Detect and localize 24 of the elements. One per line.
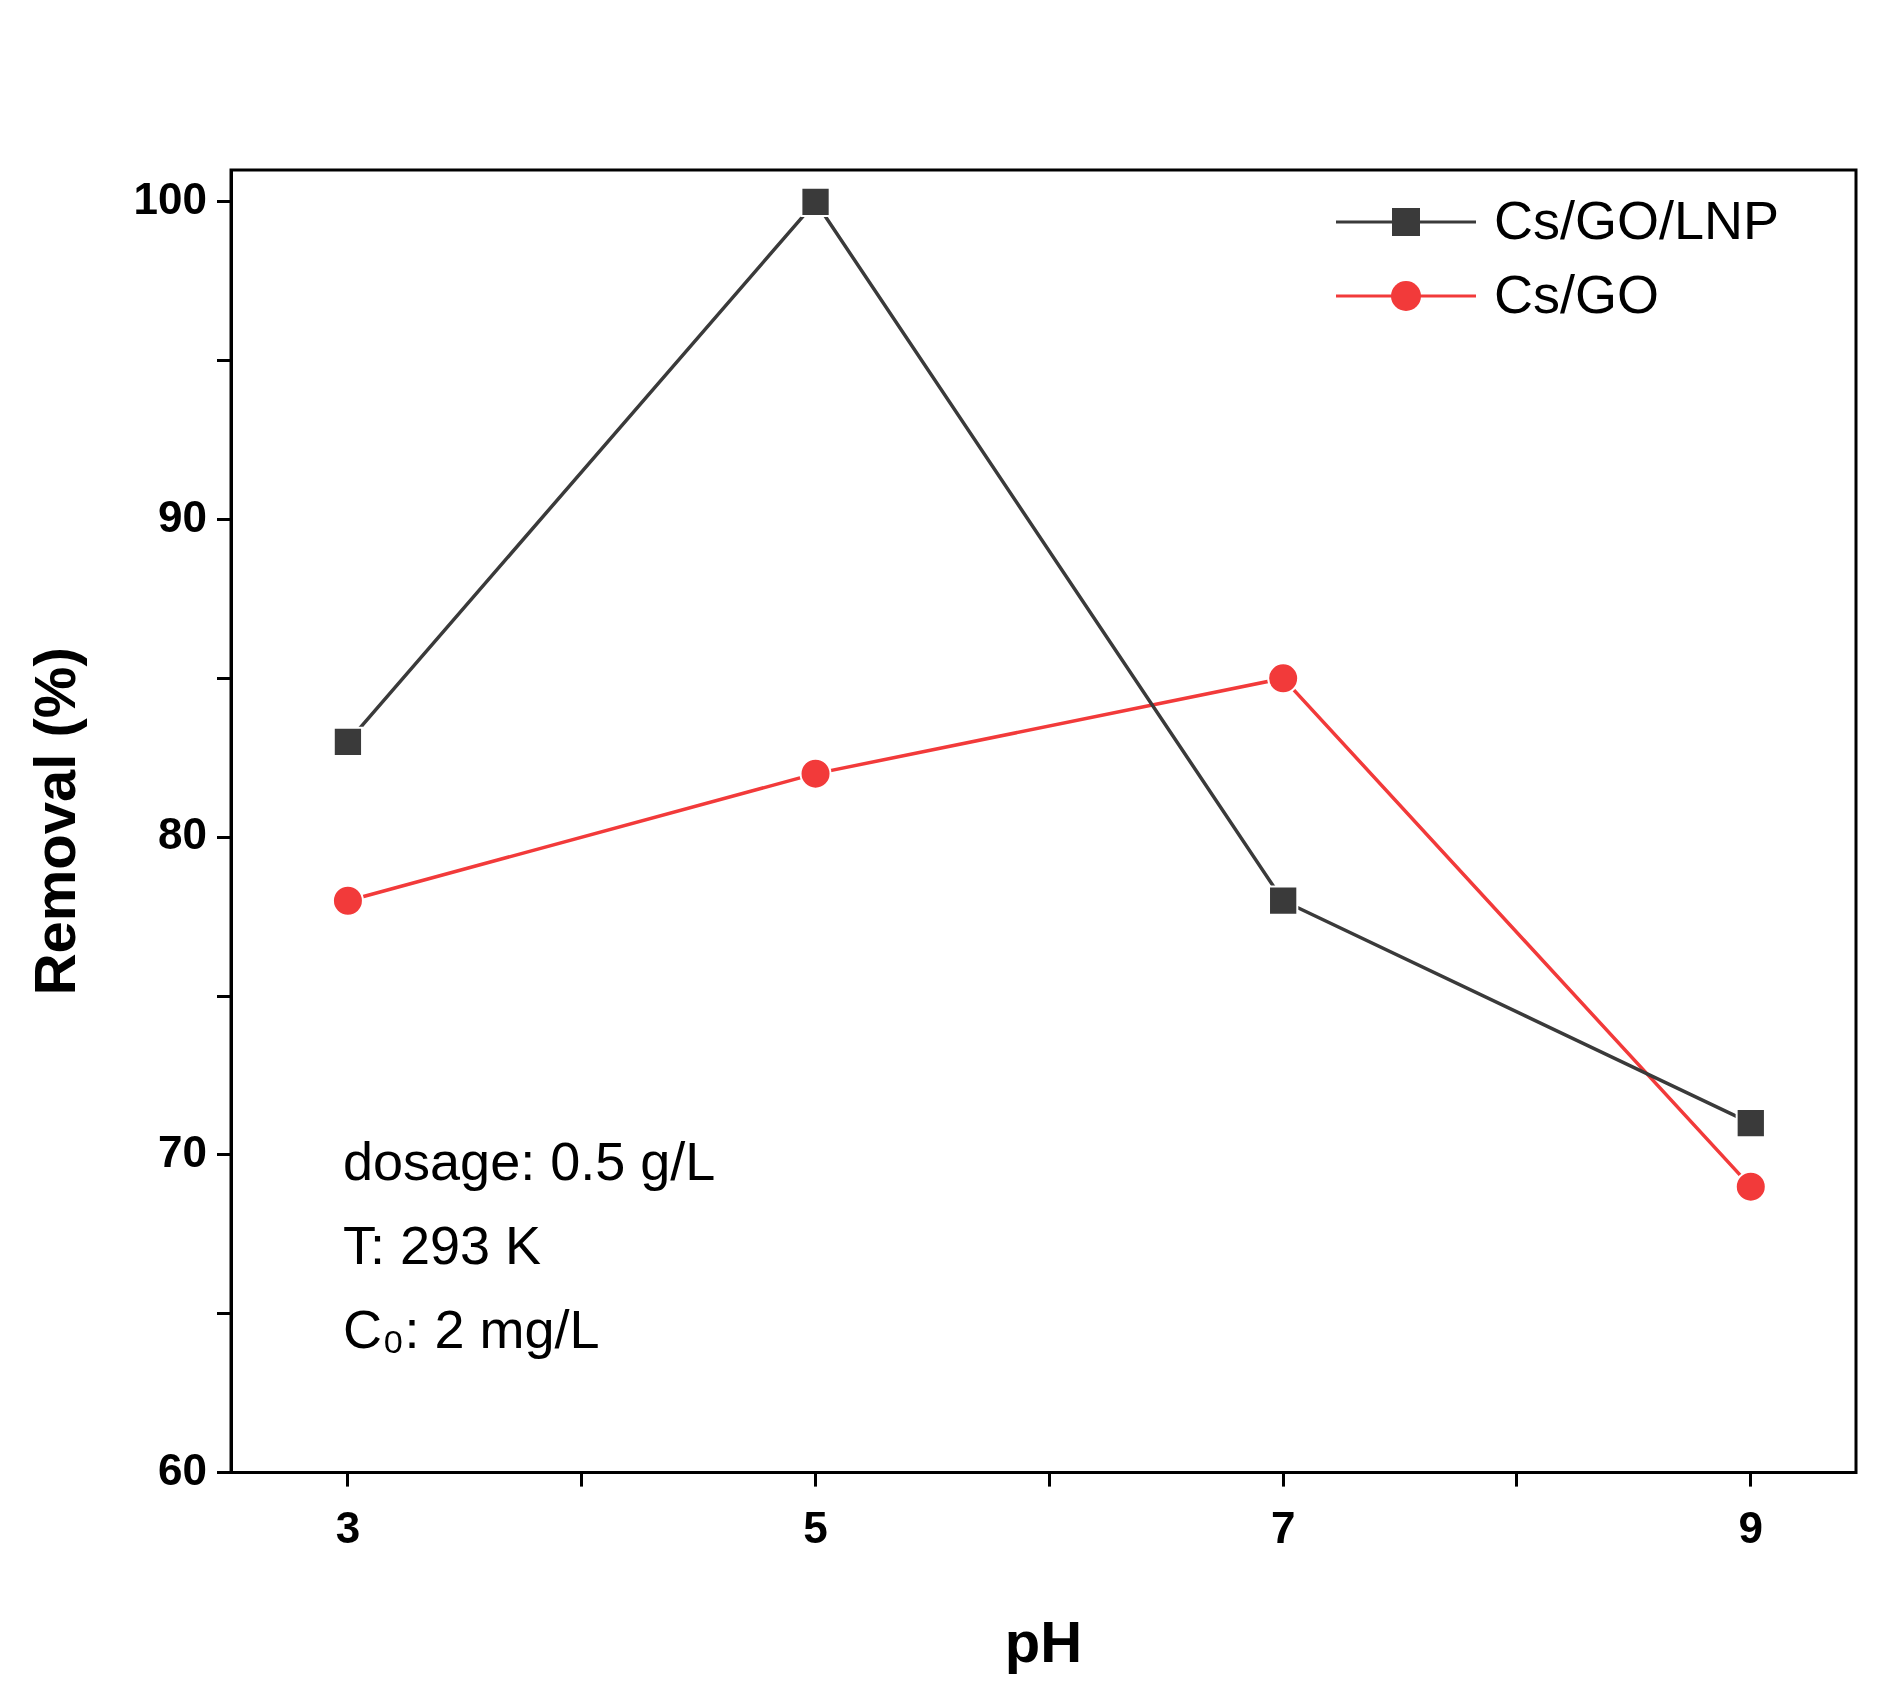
point — [1268, 885, 1299, 916]
point — [1735, 1107, 1766, 1139]
point — [331, 884, 364, 917]
point — [1734, 1170, 1767, 1203]
x-tick-label: 5 — [803, 1503, 828, 1553]
point — [332, 726, 364, 758]
point — [800, 186, 831, 217]
y-tick-label: 80 — [158, 809, 208, 859]
annotation: dosage: 0.5 g/L — [343, 1131, 716, 1191]
x-tick-label: 9 — [1738, 1503, 1764, 1553]
x-axis-title: pH — [1004, 1609, 1083, 1675]
y-tick-label: 60 — [158, 1444, 208, 1494]
y-tick-label: 90 — [158, 491, 208, 541]
legend-label: Cs/GO — [1494, 263, 1660, 324]
legend-label: Cs/GO/LNP — [1494, 189, 1780, 250]
annotation: C₀: 2 mg/L — [343, 1299, 600, 1359]
y-axis-title: Removal (%) — [21, 647, 87, 996]
y-tick-label: 70 — [158, 1127, 208, 1177]
point — [1267, 662, 1300, 695]
point — [799, 757, 832, 790]
y-tick-label: 100 — [133, 173, 208, 223]
x-tick-label: 7 — [1270, 1503, 1296, 1553]
x-tick-label: 3 — [335, 1503, 361, 1553]
annotation: T: 293 K — [343, 1215, 542, 1275]
